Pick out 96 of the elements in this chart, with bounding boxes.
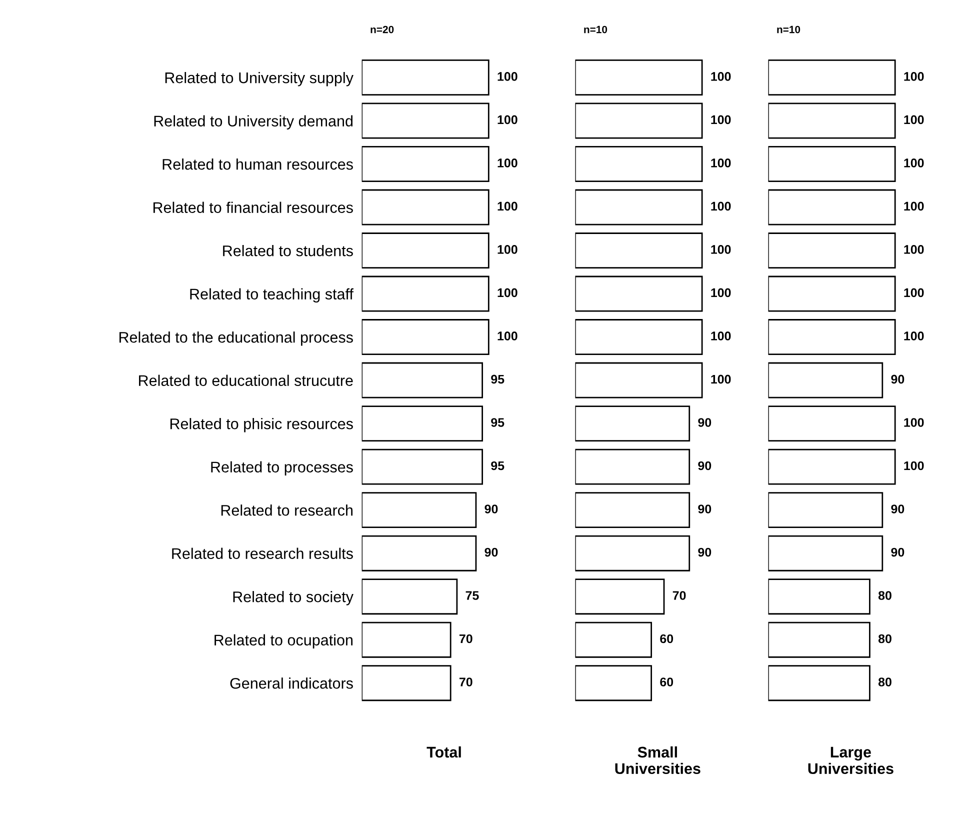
data-label: 75 [466,591,479,600]
chart-subtitle: n=20 [370,26,394,34]
bar [575,492,690,528]
y-tick-label: Related to University supply [165,72,354,86]
data-label: 100 [904,418,924,427]
bar [575,189,703,226]
bar [362,492,477,528]
bar [575,146,703,182]
data-label: 100 [498,202,518,211]
data-label: 100 [498,115,518,124]
data-label: 100 [498,332,518,340]
data-label: 60 [660,634,674,644]
data-label: 90 [698,461,712,470]
bar [362,665,452,702]
bar [575,102,703,139]
bar [575,578,665,615]
x-axis-title: Small Universities [615,746,700,774]
y-tick-label: Related to ocupation [214,634,352,649]
bar [362,535,477,572]
bar [362,319,490,356]
bar [575,362,703,398]
y-tick-label: Related to society [233,591,354,606]
y-tick-label: Related to students [223,245,353,256]
data-label: 100 [904,72,924,81]
bar [575,276,703,312]
y-tick-label: Related to phisic resources [170,418,353,432]
chart-subtitle: n=10 [584,26,608,34]
data-label: 100 [904,332,924,340]
data-label: 95 [491,418,504,427]
y-tick-label: Related to human resources [162,158,353,170]
y-tick-label: Related to financial resources [153,202,353,213]
y-tick-label: Related to research results [172,548,353,560]
bar [362,146,490,182]
bar [362,276,490,312]
bar [362,232,490,269]
data-label: 70 [459,678,472,686]
data-label: 100 [498,288,518,298]
data-label: 80 [878,634,892,644]
data-label: 100 [498,72,518,81]
data-label: 60 [660,678,674,686]
data-label: 90 [891,548,904,557]
bar [362,362,484,398]
chart-subtitle: n=10 [777,26,800,34]
bar [362,622,452,658]
bar [362,60,490,96]
data-label: 70 [672,591,686,600]
y-tick-label: Related to educational strucutre [139,374,353,386]
data-label: 100 [498,158,518,168]
bar [575,60,703,96]
y-tick-label: Related to teaching staff [190,288,354,303]
data-label: 100 [711,374,731,384]
data-label: 100 [711,332,731,340]
data-label: 95 [491,461,504,470]
bar [362,102,490,139]
bar [362,578,458,615]
bar [575,319,703,356]
data-label: 100 [711,202,731,211]
bar [575,535,690,572]
data-label: 90 [891,504,904,514]
data-label: 100 [904,202,924,211]
data-label: 100 [498,245,518,254]
data-label: 90 [698,548,712,557]
data-label: 100 [904,115,924,124]
data-label: 80 [878,678,892,686]
data-label: 80 [878,591,892,600]
data-label: 90 [891,374,904,384]
data-label: 90 [484,504,498,514]
data-label: 95 [491,374,504,384]
data-label: 100 [711,288,731,298]
bar [575,232,703,269]
data-label: 90 [484,548,498,557]
data-label: 90 [698,504,712,514]
bar [575,622,652,658]
y-tick-label: Related to processes [211,461,353,476]
data-label: 90 [698,418,712,427]
bar [575,406,690,442]
data-label: 100 [904,158,924,168]
bar [362,189,490,226]
y-tick-label: General indicators [230,678,353,689]
data-label: 100 [711,158,731,168]
x-axis-title: Large Universities [808,746,894,774]
y-tick-label: Related to the educational process [119,332,353,346]
y-tick-label: Related to University demand [154,115,353,130]
bar [575,448,690,485]
data-label: 100 [904,245,924,254]
data-label: 70 [459,634,472,644]
x-axis-title: Total [426,746,461,758]
data-label: 100 [711,245,731,254]
data-label: 100 [904,288,924,298]
bar [575,665,652,702]
y-tick-label: Related to research [221,504,352,516]
bar [362,448,484,485]
bar [362,406,484,442]
data-label: 100 [904,461,924,470]
data-label: 100 [711,72,731,81]
data-label: 100 [711,115,731,124]
